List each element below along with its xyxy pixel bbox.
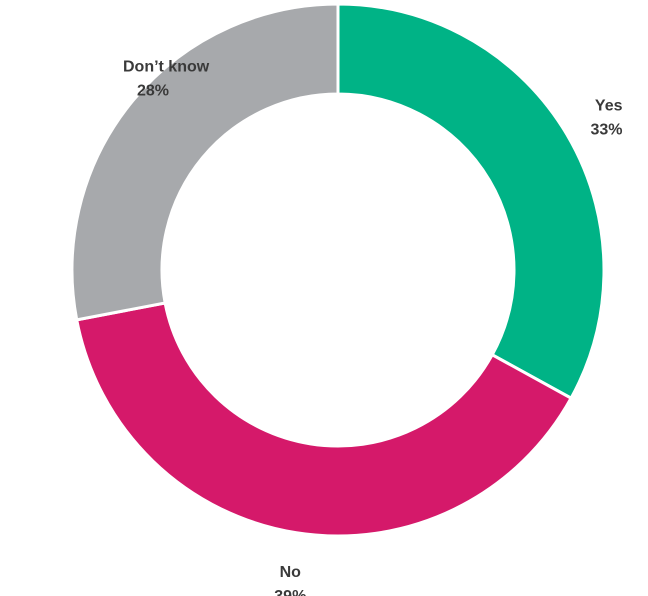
label-no: No 39% xyxy=(274,564,306,596)
slice-name-no: No xyxy=(280,564,302,581)
slice-value-don-t-know: 28% xyxy=(137,83,169,100)
label-don-t-know: Don’t know 28% xyxy=(123,59,210,100)
slice-value-no: 39% xyxy=(274,588,306,596)
slice-name-don-t-know: Don’t know xyxy=(123,59,210,76)
slice-no xyxy=(74,301,574,538)
slice-labels: Yes 33% No 39% Don’t know 28% xyxy=(123,59,623,596)
slice-yes xyxy=(336,2,606,401)
label-yes: Yes 33% xyxy=(590,98,622,139)
slices xyxy=(70,2,606,538)
slice-don-t-know xyxy=(70,2,340,322)
slice-value-yes: 33% xyxy=(590,122,622,139)
slice-name-yes: Yes xyxy=(595,98,623,115)
